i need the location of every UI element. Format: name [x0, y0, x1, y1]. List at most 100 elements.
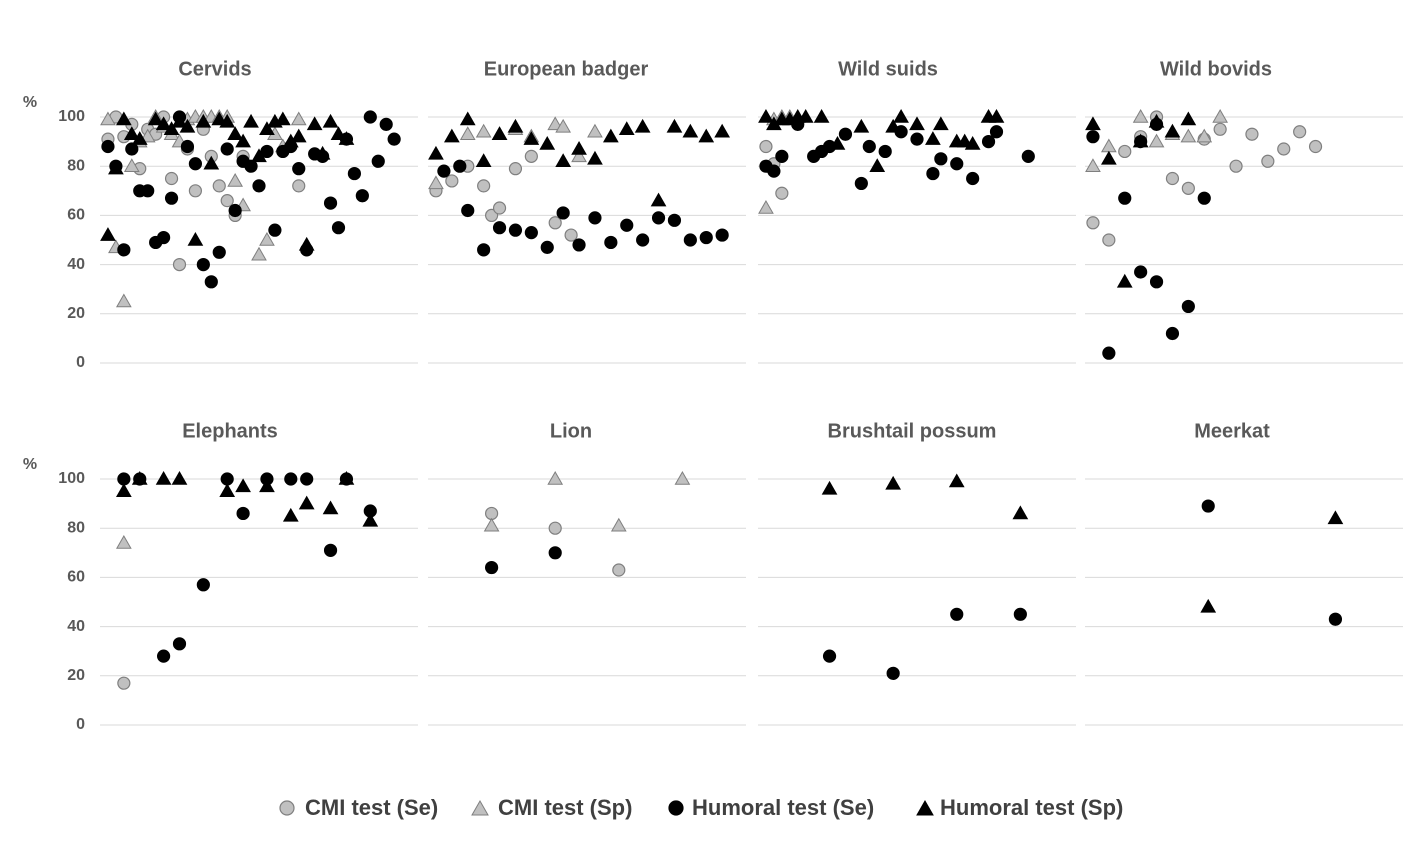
data-point	[1086, 130, 1100, 144]
data-point	[475, 153, 492, 168]
data-point	[507, 118, 524, 133]
data-point	[821, 480, 838, 495]
data-point	[620, 218, 634, 232]
data-point	[925, 131, 941, 145]
data-point	[548, 216, 562, 230]
data-point	[204, 275, 218, 289]
data-point	[338, 131, 355, 145]
data-point	[759, 139, 773, 154]
data-point	[475, 123, 492, 138]
data-point	[251, 148, 267, 163]
data-point	[956, 133, 973, 148]
data-point	[1261, 154, 1275, 168]
data-point	[323, 543, 338, 557]
data-point	[491, 126, 508, 140]
y-tick-label: 60	[67, 207, 85, 224]
data-point	[862, 139, 876, 154]
data-point	[172, 258, 187, 272]
data-point	[251, 246, 267, 261]
data-point	[1293, 125, 1307, 139]
panel-title: Elephants	[182, 420, 278, 442]
data-point	[950, 157, 964, 171]
data-point	[1013, 607, 1027, 621]
y-tick-label: 100	[58, 108, 85, 125]
y-tick-label: 20	[67, 305, 85, 322]
y-tick-label: 100	[58, 470, 85, 487]
data-point	[966, 171, 980, 186]
data-point	[767, 164, 781, 178]
data-point	[371, 154, 385, 168]
data-point	[547, 470, 564, 485]
data-point	[243, 113, 259, 128]
data-point	[1118, 144, 1132, 159]
legend-label: Humoral test (Sp)	[940, 795, 1123, 820]
data-point	[572, 238, 586, 252]
data-point	[100, 111, 116, 126]
data-point	[556, 206, 570, 220]
data-point	[188, 157, 202, 171]
data-point	[362, 512, 379, 527]
data-point	[290, 128, 307, 143]
data-point	[885, 118, 902, 133]
data-point	[117, 243, 131, 257]
data-point	[387, 132, 401, 146]
data-point	[854, 176, 868, 191]
data-point	[117, 676, 131, 690]
data-point	[211, 111, 228, 126]
data-point	[235, 478, 251, 493]
data-point	[539, 136, 556, 150]
data-point	[1102, 233, 1116, 247]
data-point	[445, 174, 459, 188]
data-point	[813, 108, 830, 123]
data-point	[988, 108, 1005, 123]
data-point	[477, 179, 491, 193]
data-point	[1086, 216, 1100, 230]
data-point	[203, 155, 220, 170]
legend-marker	[279, 800, 295, 816]
data-point	[674, 470, 691, 485]
data-point	[220, 142, 234, 156]
data-point	[492, 221, 507, 235]
data-point	[284, 472, 298, 486]
data-point	[508, 223, 523, 237]
data-point	[461, 203, 475, 218]
data-point	[853, 118, 870, 133]
legend-label: CMI test (Sp)	[498, 795, 632, 820]
panel-title: Wild suids	[838, 58, 938, 80]
data-point	[650, 192, 667, 207]
data-point	[587, 150, 603, 165]
data-point	[123, 158, 140, 172]
data-point	[459, 126, 476, 140]
data-point	[220, 194, 234, 208]
data-point	[878, 144, 892, 159]
y-axis-label: %	[23, 94, 37, 111]
data-point	[1085, 158, 1101, 172]
data-point	[1085, 116, 1101, 131]
data-point	[636, 233, 650, 247]
data-point	[155, 116, 172, 131]
data-point	[164, 171, 179, 186]
data-point	[1229, 159, 1243, 173]
data-point	[926, 166, 940, 181]
data-point	[485, 560, 499, 575]
data-point	[1132, 108, 1149, 123]
data-point	[1148, 133, 1165, 148]
data-point	[290, 111, 307, 126]
data-point	[259, 231, 275, 246]
data-point	[775, 149, 789, 163]
y-tick-label: 0	[76, 716, 85, 733]
data-point	[179, 118, 196, 133]
data-point	[187, 231, 204, 246]
data-point	[893, 108, 909, 123]
data-point	[157, 230, 171, 245]
data-point	[244, 159, 258, 173]
data-point	[108, 160, 124, 175]
data-point	[492, 201, 507, 215]
panel-title: Lion	[550, 420, 592, 442]
data-point	[298, 495, 315, 510]
data-point	[363, 110, 377, 124]
data-point	[612, 563, 626, 577]
data-point	[651, 211, 666, 225]
data-point	[219, 113, 236, 128]
data-point	[524, 226, 538, 240]
